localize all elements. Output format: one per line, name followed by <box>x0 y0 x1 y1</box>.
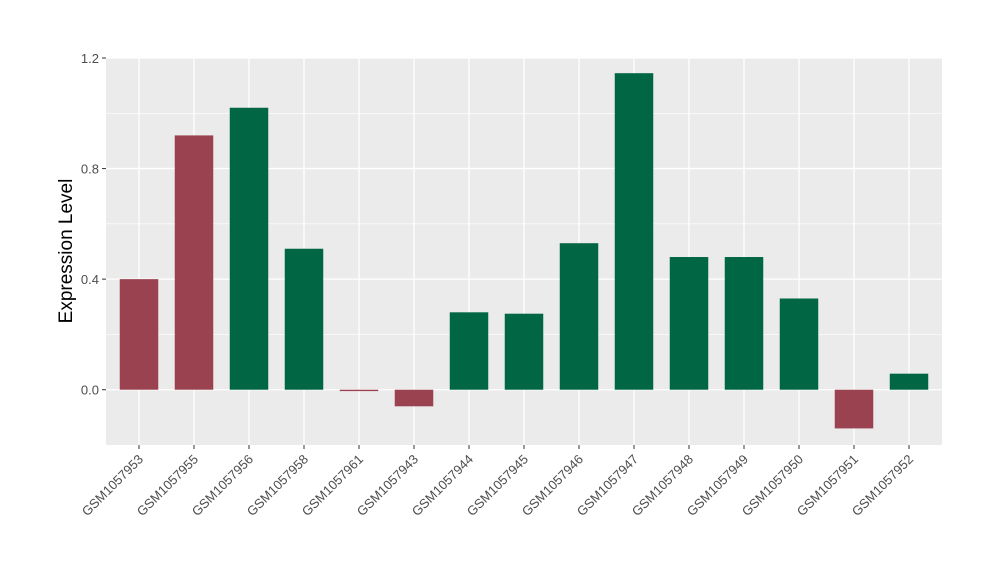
bar-GSM1057948 <box>669 257 709 390</box>
bars <box>119 73 929 429</box>
y-axis: 0.0 0.4 0.8 1.2 <box>81 51 106 398</box>
bar-GSM1057953 <box>119 279 159 390</box>
bar-GSM1057946 <box>559 243 599 390</box>
bar-GSM1057950 <box>779 298 819 390</box>
x-axis: GSM1057953GSM1057955GSM1057956GSM1057958… <box>79 445 916 519</box>
bar-GSM1057949 <box>724 257 764 390</box>
bar-GSM1057945 <box>504 313 544 390</box>
bar-GSM1057952 <box>889 373 929 390</box>
bar-GSM1057956 <box>229 107 269 390</box>
bar-GSM1057958 <box>284 248 324 390</box>
bar-GSM1057944 <box>449 312 489 390</box>
bar-GSM1057951 <box>834 389 874 429</box>
y-tick-label: 0.8 <box>81 162 99 177</box>
bar-GSM1057955 <box>174 135 214 390</box>
y-tick-label: 0.4 <box>81 272 99 287</box>
bar-GSM1057947 <box>614 73 654 390</box>
y-axis-label: Expression Level <box>56 179 77 324</box>
y-tick-label: 0.0 <box>81 383 99 398</box>
y-tick-label: 1.2 <box>81 51 99 66</box>
bar-GSM1057943 <box>394 389 434 407</box>
bar-GSM1057961 <box>339 389 379 392</box>
